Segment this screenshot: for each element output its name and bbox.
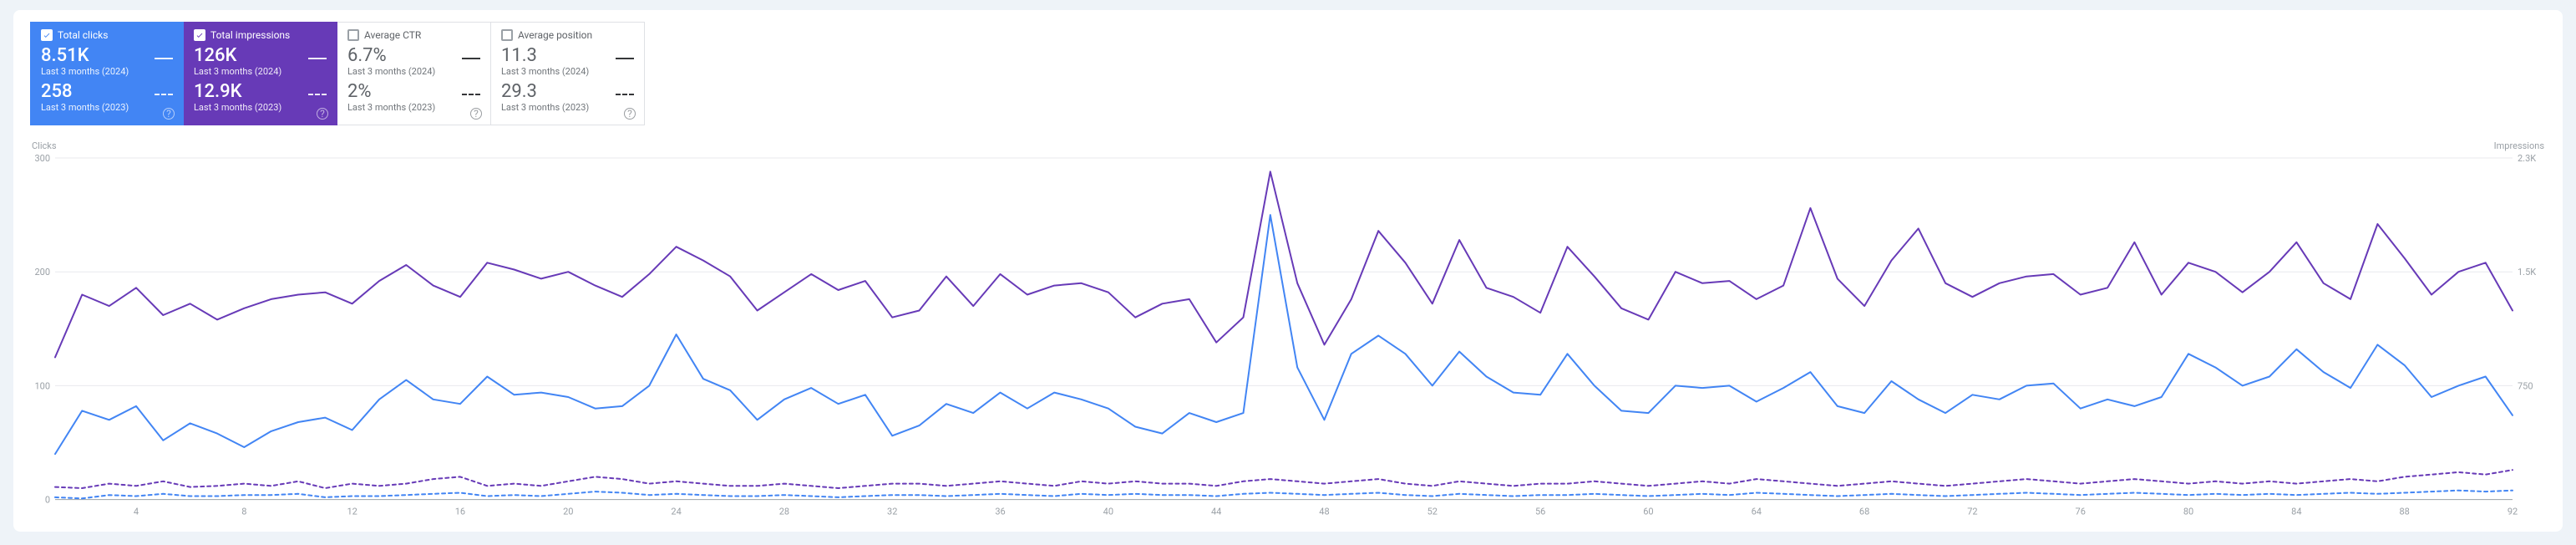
checkbox-icon: [501, 29, 513, 41]
left-axis-title: Clicks: [32, 140, 57, 151]
help-icon[interactable]: ?: [317, 108, 328, 120]
trend-dashed-icon: [616, 90, 634, 99]
x-tick: 68: [1859, 507, 1869, 517]
trend-line-icon: [462, 54, 480, 63]
x-tick: 80: [2183, 507, 2193, 517]
help-icon[interactable]: ?: [163, 108, 175, 120]
metric-title: Average position: [518, 29, 592, 41]
x-tick: 44: [1211, 507, 1221, 517]
metric-secondary-sub: Last 3 months (2023): [347, 102, 480, 113]
y-right-tick: 750: [2518, 381, 2533, 392]
trend-line-icon: [616, 54, 634, 63]
x-tick: 12: [347, 507, 357, 517]
metric-secondary-sub: Last 3 months (2023): [501, 102, 634, 113]
x-tick: 16: [455, 507, 465, 517]
y-right-tick: 2.3K: [2518, 153, 2536, 164]
series-impressions_2024: [55, 172, 2513, 358]
metric-primary-sub: Last 3 months (2024): [501, 66, 634, 77]
x-tick: 4: [134, 507, 139, 517]
x-tick: 56: [1535, 507, 1545, 517]
metric-primary-value: 8.51K: [41, 46, 89, 66]
checkbox-icon: [194, 29, 205, 41]
chart-area: 01007502001.5K3002.3K4812162024283236404…: [30, 153, 2546, 523]
series-impressions_2023: [55, 471, 2513, 489]
x-tick: 72: [1967, 507, 1977, 517]
y-left-tick: 300: [34, 153, 50, 164]
metric-primary-value: 6.7%: [347, 46, 387, 66]
trend-line-icon: [308, 54, 327, 63]
y-right-tick: 1.5K: [2518, 267, 2536, 278]
metric-card-ctr[interactable]: Average CTR 6.7%Last 3 months (2024) 2%Las…: [337, 22, 491, 125]
metric-primary-value: 126K: [194, 46, 236, 66]
help-icon[interactable]: ?: [624, 108, 636, 120]
checkbox-icon: [41, 29, 53, 41]
y-left-tick: 100: [34, 381, 50, 392]
metric-secondary-value: 12.9K: [194, 82, 242, 102]
x-tick: 8: [241, 507, 246, 517]
metric-primary-sub: Last 3 months (2024): [41, 66, 173, 77]
x-tick: 28: [779, 507, 789, 517]
metric-card-impressions[interactable]: Total impressions 126KLast 3 months (2024…: [184, 22, 337, 125]
performance-panel: Total clicks8.51KLast 3 months (2024)258…: [13, 10, 2563, 532]
metric-secondary-value: 2%: [347, 82, 371, 102]
x-tick: 32: [887, 507, 897, 517]
axis-titles: Clicks Impressions: [30, 140, 2546, 151]
metric-title: Total impressions: [210, 29, 290, 41]
x-tick: 84: [2291, 507, 2301, 517]
trend-line-icon: [155, 54, 173, 63]
metric-secondary-value: 258: [41, 82, 73, 102]
x-tick: 76: [2076, 507, 2086, 517]
x-tick: 52: [1427, 507, 1438, 517]
metric-title: Total clicks: [58, 29, 108, 41]
x-tick: 48: [1319, 507, 1329, 517]
right-axis-title: Impressions: [2494, 140, 2544, 151]
series-clicks_2023: [55, 491, 2513, 499]
metric-card-position[interactable]: Average position 11.3Last 3 months (2024)…: [491, 22, 645, 125]
checkbox-icon: [347, 29, 359, 41]
metric-secondary-value: 29.3: [501, 82, 537, 102]
metric-card-clicks[interactable]: Total clicks 8.51KLast 3 months (2024) 258…: [30, 22, 184, 125]
metric-primary-value: 11.3: [501, 46, 537, 66]
x-tick: 36: [995, 507, 1005, 517]
metric-primary-sub: Last 3 months (2024): [347, 66, 480, 77]
x-tick: 40: [1103, 507, 1113, 517]
x-tick: 92: [2508, 507, 2518, 517]
metric-secondary-sub: Last 3 months (2023): [194, 102, 327, 113]
trend-dashed-icon: [462, 90, 480, 99]
metric-secondary-sub: Last 3 months (2023): [41, 102, 173, 113]
y-left-tick: 200: [34, 267, 50, 278]
x-tick: 24: [671, 507, 681, 517]
help-icon[interactable]: ?: [470, 108, 482, 120]
line-chart: 01007502001.5K3002.3K4812162024283236404…: [30, 153, 2546, 523]
x-tick: 64: [1752, 507, 1762, 517]
series-clicks_2024: [55, 215, 2513, 454]
x-tick: 20: [563, 507, 573, 517]
x-tick: 60: [1643, 507, 1653, 517]
trend-dashed-icon: [155, 90, 173, 99]
trend-dashed-icon: [308, 90, 327, 99]
x-tick: 88: [2399, 507, 2409, 517]
y-left-tick: 0: [45, 495, 50, 506]
metric-title: Average CTR: [364, 29, 421, 41]
metric-cards-row: Total clicks8.51KLast 3 months (2024)258…: [30, 22, 2546, 125]
metric-primary-sub: Last 3 months (2024): [194, 66, 327, 77]
